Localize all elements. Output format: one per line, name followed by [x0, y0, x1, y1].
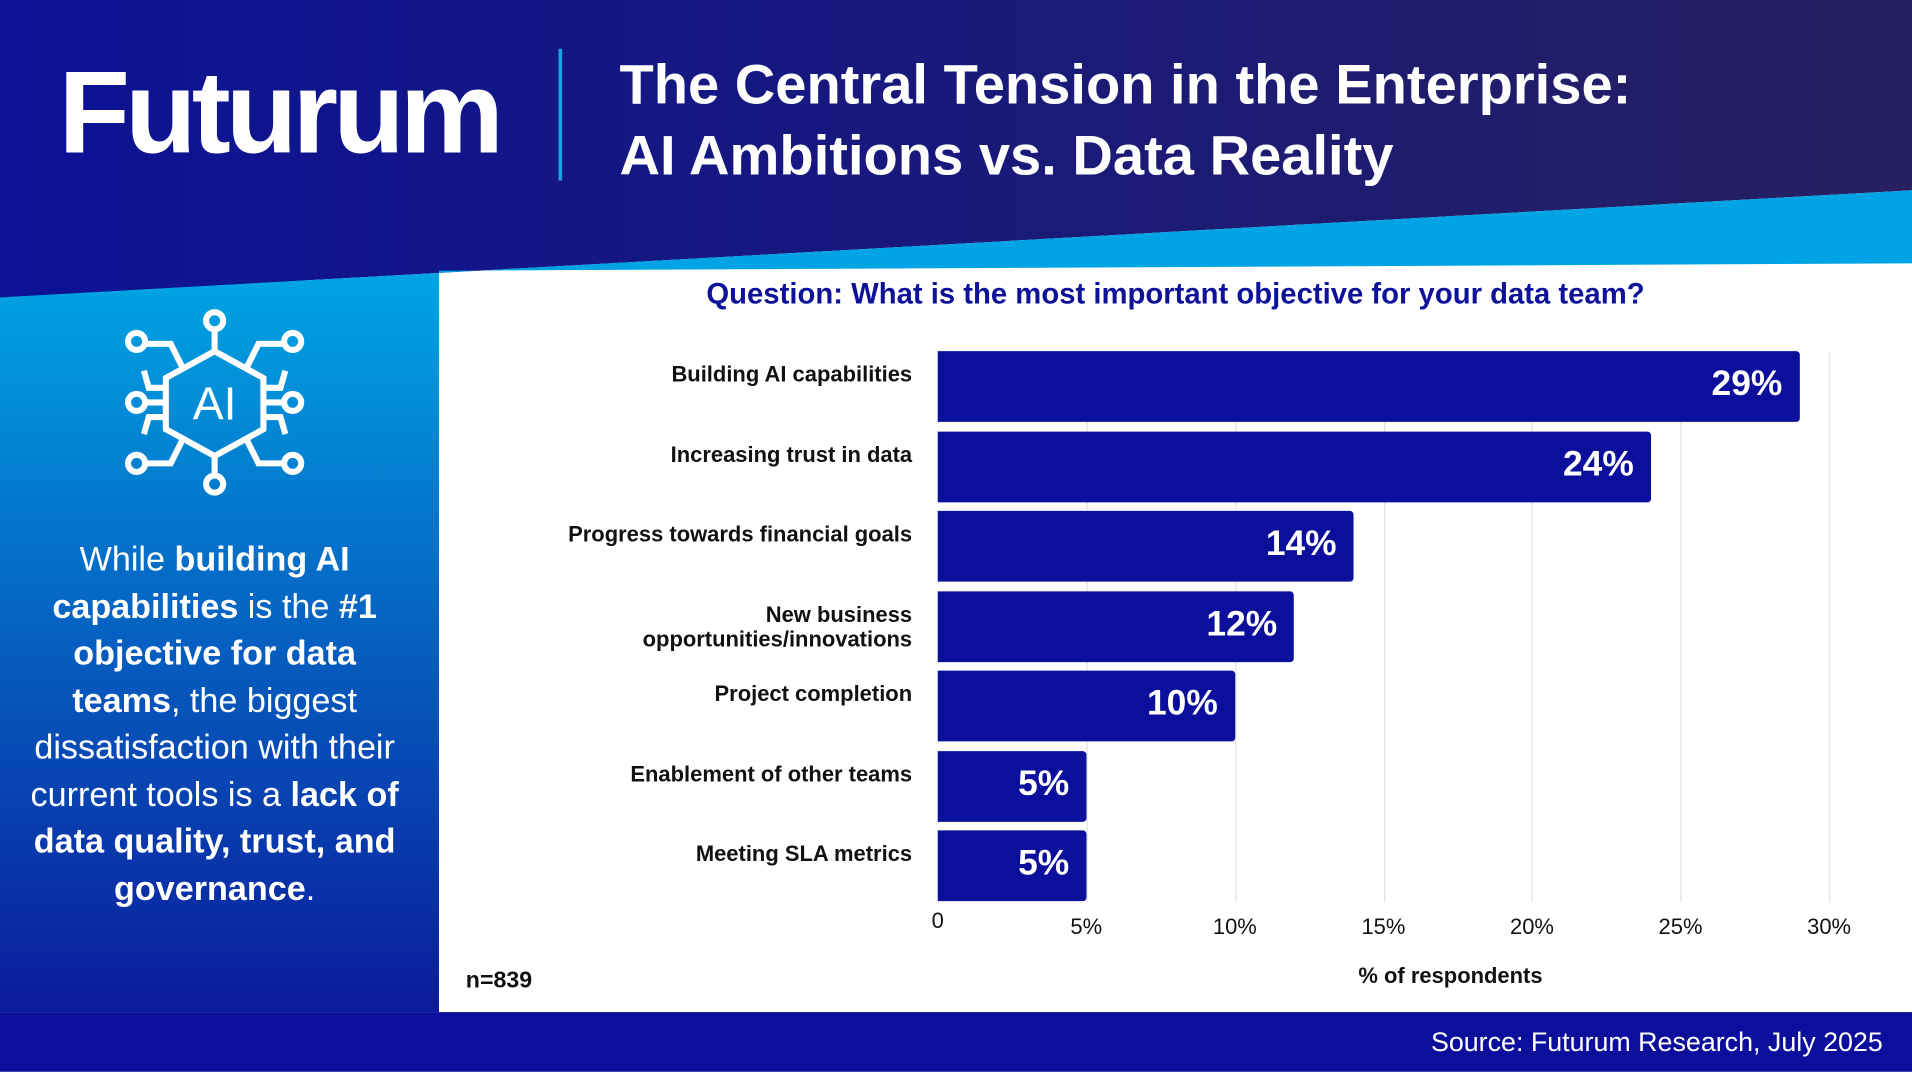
x-tick-label: 25% — [1658, 914, 1703, 939]
x-axis-label: % of respondents — [1358, 963, 1543, 988]
category-label: Meeting SLA metrics — [695, 841, 913, 866]
bar — [937, 830, 1087, 902]
category-label: Project completion — [714, 681, 913, 707]
sample-size: n=839 — [465, 968, 533, 994]
bar-value-label: 29% — [1711, 364, 1783, 404]
ai-chip-icon: AI — [124, 309, 305, 496]
gridline — [1829, 351, 1831, 903]
svg-text:AI: AI — [193, 377, 237, 429]
bar — [937, 590, 1295, 662]
title-line-2: AI Ambitions vs. Data Reality — [619, 123, 1394, 187]
bar — [937, 351, 1800, 422]
bar-value-label: 10% — [1146, 684, 1218, 724]
title-line-1: The Central Tension in the Enterprise: — [619, 52, 1632, 116]
category-label: Enablement of other teams — [630, 761, 913, 786]
source-note: Source: Futurum Research, July 2025 — [1430, 1026, 1883, 1058]
sidebar-summary: While building AI capabilities is the #1… — [30, 540, 399, 907]
bar-value-label: 12% — [1206, 604, 1278, 644]
sidebar-panel — [0, 280, 439, 1013]
bar-value-label: 14% — [1265, 524, 1337, 564]
page-title: The Central Tension in the Enterprise: A… — [619, 49, 1631, 190]
x-tick-label: 5% — [1070, 914, 1103, 939]
x-tick-label: 10% — [1212, 914, 1257, 939]
gridline — [1531, 351, 1534, 903]
bar — [937, 670, 1235, 742]
gridline — [1383, 351, 1385, 903]
x-tick-label: 15% — [1361, 914, 1406, 939]
bar — [937, 431, 1651, 502]
x-tick-label: 20% — [1509, 914, 1554, 939]
bar-value-label: 24% — [1562, 444, 1634, 484]
category-label: Increasing trust in data — [670, 442, 913, 467]
futurum-logo: Futurum — [58, 47, 504, 179]
bar-value-label: 5% — [1018, 843, 1070, 883]
header-band — [0, 0, 1912, 298]
category-label: New business opportunities/innovations — [642, 601, 913, 651]
x-tick-label: 0 — [931, 908, 944, 933]
bar-value-label: 5% — [1018, 763, 1070, 803]
footer-band — [0, 1012, 1912, 1072]
gridline — [1680, 351, 1682, 903]
x-tick-label: 30% — [1807, 914, 1852, 939]
chart-title: Question: What is the most important obj… — [706, 278, 1645, 311]
header-divider — [558, 48, 563, 181]
bar — [937, 750, 1087, 822]
category-label: Progress towards financial goals — [568, 521, 913, 547]
category-label: Building AI capabilities — [671, 362, 913, 387]
bar — [937, 510, 1354, 582]
